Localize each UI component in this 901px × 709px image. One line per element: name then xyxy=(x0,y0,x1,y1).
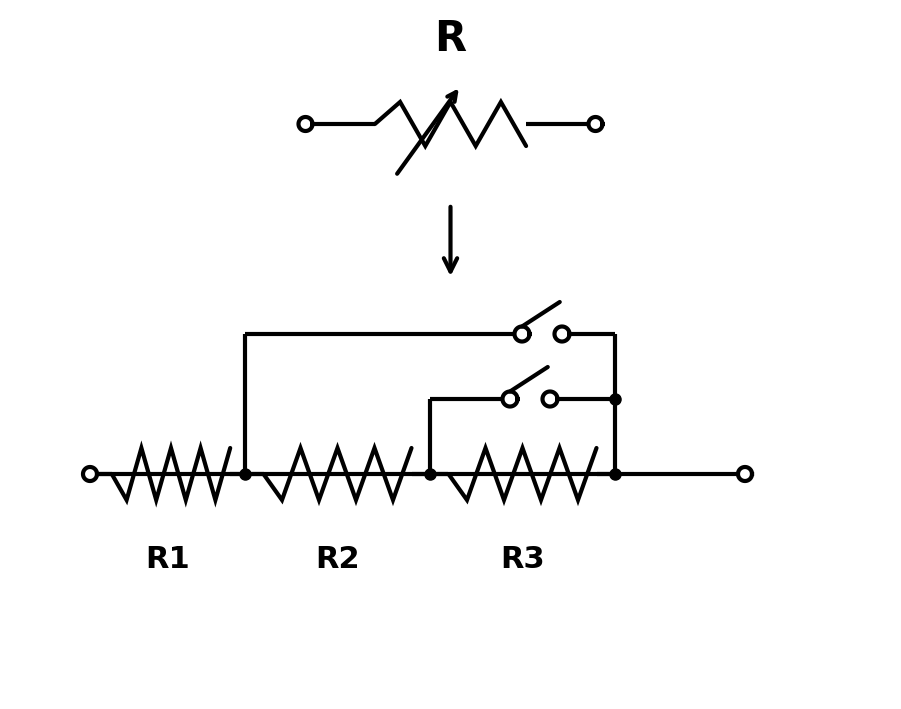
Text: R3: R3 xyxy=(500,545,545,574)
Polygon shape xyxy=(554,327,569,342)
Polygon shape xyxy=(588,117,603,131)
Text: R1: R1 xyxy=(145,545,190,574)
Polygon shape xyxy=(503,391,517,406)
Polygon shape xyxy=(298,117,313,131)
Polygon shape xyxy=(514,327,530,342)
Text: R: R xyxy=(434,18,467,60)
Text: R2: R2 xyxy=(315,545,359,574)
Polygon shape xyxy=(542,391,558,406)
Polygon shape xyxy=(738,467,752,481)
Polygon shape xyxy=(83,467,97,481)
